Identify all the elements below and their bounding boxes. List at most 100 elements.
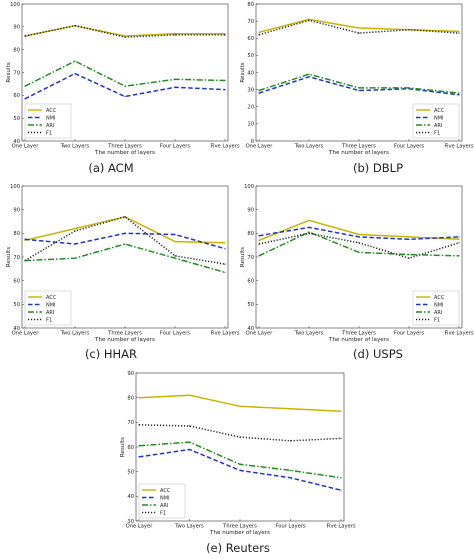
x-tick-label: Three Layers [107,144,142,150]
x-axis-label: The number of layers [94,150,155,156]
series-line-acc [24,216,226,244]
x-tick-label: Four Layers [275,524,306,530]
data-point-nmi [458,236,460,238]
y-tick-label: 80 [13,231,20,237]
data-point-nmi [458,94,460,96]
y-tick-label: 10 [247,122,254,128]
y-tick-label: 60 [247,36,254,42]
data-point-f1 [408,29,410,31]
caption-dblp: (b) DBLP [353,161,403,175]
x-tick-label: Five Layers [444,144,473,150]
x-tick-label: Four Layers [394,331,425,337]
data-point-ari [358,251,360,253]
x-axis-label: The number of layers [328,150,389,156]
data-point-f1 [289,440,292,442]
data-point-f1 [258,34,260,36]
series-line-nmi [24,72,226,100]
x-tick-label: One Layer [12,331,40,337]
y-tick-label: 100 [10,2,20,8]
data-point-ari [224,79,226,82]
y-tick-label: 20 [247,105,254,111]
x-tick-label: Three Layers [341,144,376,150]
data-point-f1 [239,436,241,438]
chart-usps: 40 50 60 70 80 90 100 One Layer Two Layers Three … [240,184,474,361]
data-point-ari [124,243,126,245]
y-tick-label: 50 [247,302,254,308]
data-point-ari [74,257,76,259]
data-point-ari [138,445,140,447]
x-tick-label: One Layer [246,331,274,337]
y-tick-label: 100 [244,184,254,190]
y-tick-label: 80 [247,2,254,8]
data-point-f1 [224,34,226,36]
y-axis-label: Results [240,62,246,82]
data-point-f1 [224,263,226,265]
legend-label-f1: F1 [160,510,166,516]
x-axis-label: The number of layers [94,337,155,343]
data-point-acc [258,239,260,242]
data-point-ari [258,89,260,92]
data-point-f1 [308,19,310,21]
y-tick-label: 40 [127,494,134,500]
series-line-f1 [138,424,342,442]
chart-reuters: 30 40 50 60 70 80 90 One Layer Two Layers Three L… [120,371,356,555]
legend-box [24,103,72,139]
x-tick-label: Four Layers [394,144,425,150]
data-point-acc [174,241,176,243]
data-point-ari [340,477,342,479]
legend-label-ari: ARI [434,123,442,129]
legend-label-nmi: NMI [46,115,56,121]
y-tick-label: 70 [13,255,20,261]
data-point-f1 [138,424,140,426]
legend-label-f1: F1 [46,317,52,323]
series-line-acc [258,18,460,34]
data-point-acc [340,410,342,412]
y-axis-label: Results [240,247,246,267]
data-point-f1 [174,34,176,36]
data-point-nmi [74,243,76,245]
y-tick-label: 90 [127,371,134,377]
data-point-ari [74,60,76,62]
data-point-ari [308,231,310,233]
y-tick-label: 40 [13,139,20,145]
x-tick-label: Three Layers [222,524,257,530]
data-point-nmi [408,238,410,240]
legend-label-ari: ARI [46,123,54,129]
data-point-nmi [138,456,140,458]
y-tick-label: 60 [127,445,134,451]
y-tick-label: 40 [13,326,20,332]
legend-label-ari: ARI [46,310,54,316]
data-point-nmi [258,235,260,237]
data-point-acc [358,27,360,29]
x-tick-label: Two Layers [294,144,324,150]
data-point-nmi [74,73,76,75]
x-tick-label: Two Layers [60,144,90,150]
data-point-nmi [340,489,342,491]
y-axis-label: Results [6,62,12,82]
y-tick-label: 90 [247,207,254,213]
data-point-f1 [124,36,126,38]
x-tick-label: Three Layers [107,331,142,337]
data-point-acc [138,397,140,399]
x-axis-label: The number of layers [328,337,389,343]
data-point-f1 [408,257,410,259]
y-tick-label: 70 [13,70,20,76]
x-tick-label: Two Layers [174,524,204,530]
data-point-nmi [124,232,126,234]
legend-label-f1: F1 [46,130,52,136]
data-point-acc [74,228,76,230]
series-line-acc [24,24,225,37]
data-point-nmi [308,226,310,229]
y-tick-label: 60 [13,93,20,99]
y-tick-label: 50 [247,53,254,59]
data-point-acc [289,408,292,410]
caption-reuters: (e) Reuters [206,541,270,555]
x-tick-label: Two Layers [60,331,90,337]
chart-acm: 40 50 60 70 80 90 100 One Layer Two Layers Three … [6,2,240,175]
data-point-acc [408,236,410,238]
series-line-nmi [258,76,460,96]
data-point-ari [124,85,126,87]
